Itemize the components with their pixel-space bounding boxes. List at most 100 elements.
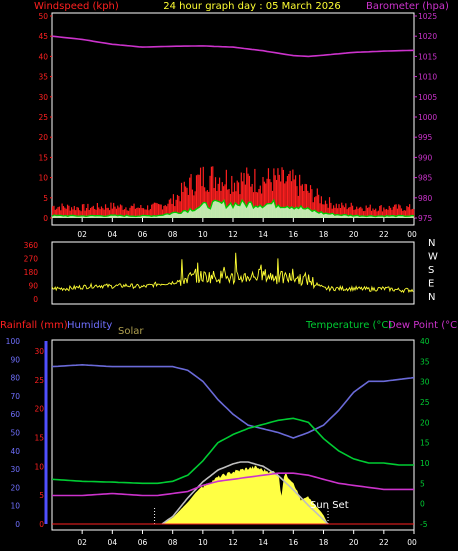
- temp-y-tick: 20: [420, 418, 430, 427]
- gust-bar: [176, 194, 179, 218]
- gust-bar: [69, 210, 71, 218]
- gust-bar: [320, 196, 322, 218]
- gust-bar: [244, 184, 246, 218]
- humidity-y-tick: 30: [10, 465, 20, 474]
- temp-y-tick: 30: [420, 378, 430, 387]
- gust-bar: [228, 188, 230, 218]
- wind-y-tick: 5: [43, 194, 48, 203]
- gust-bar: [365, 205, 367, 218]
- gust-bar: [73, 205, 75, 218]
- gust-bar: [258, 188, 260, 218]
- gust-bar: [179, 201, 181, 218]
- gust-bar: [145, 209, 147, 218]
- gust-bar: [290, 181, 293, 218]
- gust-bar: [110, 202, 112, 218]
- wind-x-tick: 04: [108, 230, 118, 239]
- gust-bar: [118, 207, 120, 218]
- gust-bar: [394, 204, 396, 218]
- gust-bar: [92, 205, 94, 218]
- gust-bar: [364, 210, 366, 218]
- gust-bar: [161, 209, 164, 218]
- gust-bar: [201, 186, 203, 218]
- gust-bar: [335, 203, 337, 218]
- wind-direction-line: [51, 252, 414, 294]
- gust-bar: [380, 205, 382, 218]
- humidity-line: [51, 363, 415, 439]
- gust-bar: [107, 207, 109, 218]
- gust-bar: [144, 209, 146, 218]
- gust-bar: [126, 210, 128, 218]
- gust-bar: [299, 174, 301, 218]
- gust-bar: [294, 175, 297, 218]
- gust-bar: [381, 211, 384, 218]
- gust-bar: [346, 209, 348, 218]
- gust-bar: [159, 204, 161, 218]
- gust-bar: [225, 169, 227, 218]
- gust-bar: [323, 204, 325, 218]
- wind-x-tick: 12: [228, 230, 238, 239]
- gust-bar: [305, 184, 308, 218]
- temperature-line: [51, 417, 414, 485]
- gust-bar: [376, 211, 378, 218]
- gust-bar: [136, 207, 138, 218]
- gust-bar: [62, 206, 65, 218]
- wind-x-tick: 14: [258, 230, 268, 239]
- gust-bar: [178, 196, 180, 218]
- gust-bar: [180, 182, 183, 218]
- compass-label: N: [428, 292, 435, 303]
- gust-bar: [403, 209, 405, 218]
- gust-bar: [114, 206, 116, 218]
- compass-label: W: [428, 252, 438, 263]
- wind-x-tick: 20: [349, 230, 359, 239]
- gust-bar: [254, 168, 256, 218]
- temp-x-tick: 04: [108, 538, 118, 547]
- gust-bar: [293, 179, 295, 218]
- gust-bar: [183, 181, 185, 218]
- gust-bar: [356, 206, 358, 218]
- gust-bar: [266, 178, 268, 218]
- gust-bar: [274, 175, 276, 218]
- gust-bar: [81, 204, 84, 218]
- gust-bar: [396, 208, 399, 218]
- gust-bar: [278, 174, 280, 218]
- temp-y-tick: -5: [420, 520, 428, 529]
- gust-bar: [117, 205, 119, 218]
- gust-bar: [399, 205, 401, 218]
- gust-bar: [390, 207, 392, 218]
- gust-bar: [267, 168, 270, 218]
- gust-bar: [138, 208, 141, 218]
- gust-bar: [265, 183, 267, 218]
- baro-y-tick: 1020: [418, 32, 437, 41]
- gust-bar: [121, 205, 123, 218]
- gust-bar: [163, 205, 165, 218]
- gust-bar: [160, 204, 162, 218]
- gust-bar: [395, 204, 397, 218]
- temp-x-tick: 14: [258, 538, 268, 547]
- gust-bar: [142, 208, 145, 218]
- gust-bar: [76, 206, 78, 218]
- gust-bar: [152, 203, 154, 218]
- gust-bar: [187, 194, 189, 218]
- gust-bar: [129, 207, 131, 218]
- gust-bar: [175, 199, 177, 218]
- gust-bar: [402, 210, 404, 218]
- gust-bar: [357, 208, 359, 218]
- gust-bar: [280, 181, 282, 218]
- rain-y-tick: 10: [34, 462, 44, 471]
- gust-bar: [172, 194, 175, 218]
- gust-bar: [304, 183, 306, 218]
- gust-bar: [148, 210, 150, 218]
- wind-x-tick: 06: [138, 230, 148, 239]
- gust-bar: [57, 207, 59, 218]
- wind-y-tick: 20: [38, 133, 48, 142]
- gust-bar: [240, 172, 242, 218]
- gust-bar: [168, 199, 170, 218]
- humidity-y-tick: 20: [10, 483, 20, 492]
- rain-y-tick: 20: [34, 405, 44, 414]
- gust-bar: [361, 208, 363, 218]
- wind-y-tick: 10: [38, 174, 48, 183]
- gust-bar: [209, 175, 211, 218]
- wind-y-tick: 0: [43, 214, 48, 223]
- temp-y-tick: 25: [420, 398, 430, 407]
- gust-bar: [102, 208, 104, 218]
